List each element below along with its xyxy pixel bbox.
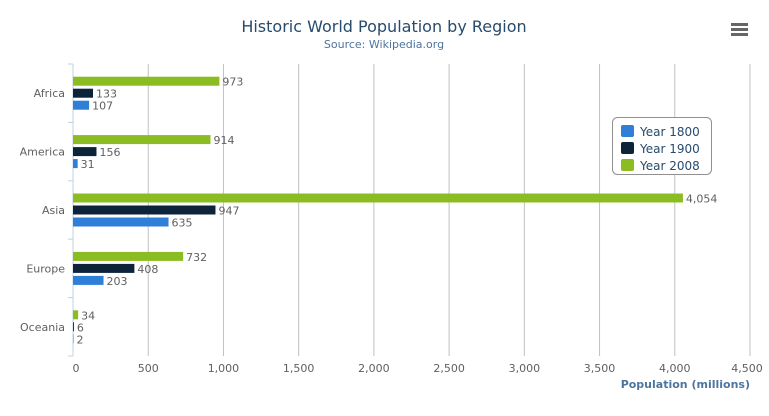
bar <box>73 310 79 320</box>
data-label: 2 <box>77 333 84 346</box>
bar <box>73 193 683 203</box>
data-label: 31 <box>81 158 95 171</box>
legend: Year 1800 Year 1900 Year 2008 <box>612 117 712 175</box>
bar <box>73 334 74 344</box>
data-label: 973 <box>222 76 243 89</box>
bar <box>73 217 169 227</box>
data-label: 133 <box>96 88 117 101</box>
data-label: 6 <box>77 321 84 334</box>
bar <box>73 76 220 86</box>
data-label: 408 <box>137 263 158 276</box>
legend-item: Year 1900 <box>639 142 700 156</box>
bar <box>73 251 184 261</box>
bar <box>73 147 97 157</box>
data-label: 156 <box>99 146 120 159</box>
legend-item: Year 2008 <box>639 159 700 173</box>
data-label: 732 <box>186 251 207 264</box>
legend-swatch <box>621 125 634 137</box>
legend-item: Year 1800 <box>639 125 700 139</box>
bar <box>73 205 216 215</box>
legend-box <box>612 117 712 175</box>
bar <box>73 88 94 98</box>
data-label: 914 <box>214 134 235 147</box>
bar <box>73 275 104 285</box>
x-tick-label: 4,500 <box>731 362 763 375</box>
category-label: America <box>20 146 65 159</box>
bar <box>73 100 90 110</box>
x-tick-label: 3,500 <box>584 362 616 375</box>
x-tick-label: 500 <box>138 362 159 375</box>
data-label: 203 <box>107 275 128 288</box>
legend-swatch <box>621 159 634 171</box>
category-label: Asia <box>42 204 65 217</box>
x-tick-label: 0 <box>73 362 80 375</box>
category-label: Oceania <box>20 321 65 334</box>
data-label: 947 <box>218 205 239 218</box>
chart-subtitle: Source: Wikipedia.org <box>324 38 444 51</box>
hamburger-menu-icon[interactable] <box>731 23 748 36</box>
bar <box>73 159 78 169</box>
category-label: Europe <box>26 262 65 275</box>
chart-title: Historic World Population by Region <box>241 17 526 36</box>
data-label: 4,054 <box>686 193 718 206</box>
x-tick-label: 2,000 <box>358 362 390 375</box>
x-tick-label: 4,000 <box>659 362 691 375</box>
value-axis-title: Population (millions) <box>621 378 750 391</box>
x-tick-label: 2,500 <box>433 362 465 375</box>
x-tick-label: 1,500 <box>283 362 315 375</box>
bar <box>73 322 74 332</box>
bar <box>73 135 211 145</box>
data-label: 34 <box>81 309 95 322</box>
bar <box>73 263 135 273</box>
data-label: 635 <box>172 217 193 230</box>
data-label: 107 <box>92 100 113 113</box>
x-tick-label: 1,000 <box>208 362 240 375</box>
legend-swatch <box>621 142 634 154</box>
category-label: Africa <box>34 87 65 100</box>
x-tick-label: 3,000 <box>509 362 541 375</box>
